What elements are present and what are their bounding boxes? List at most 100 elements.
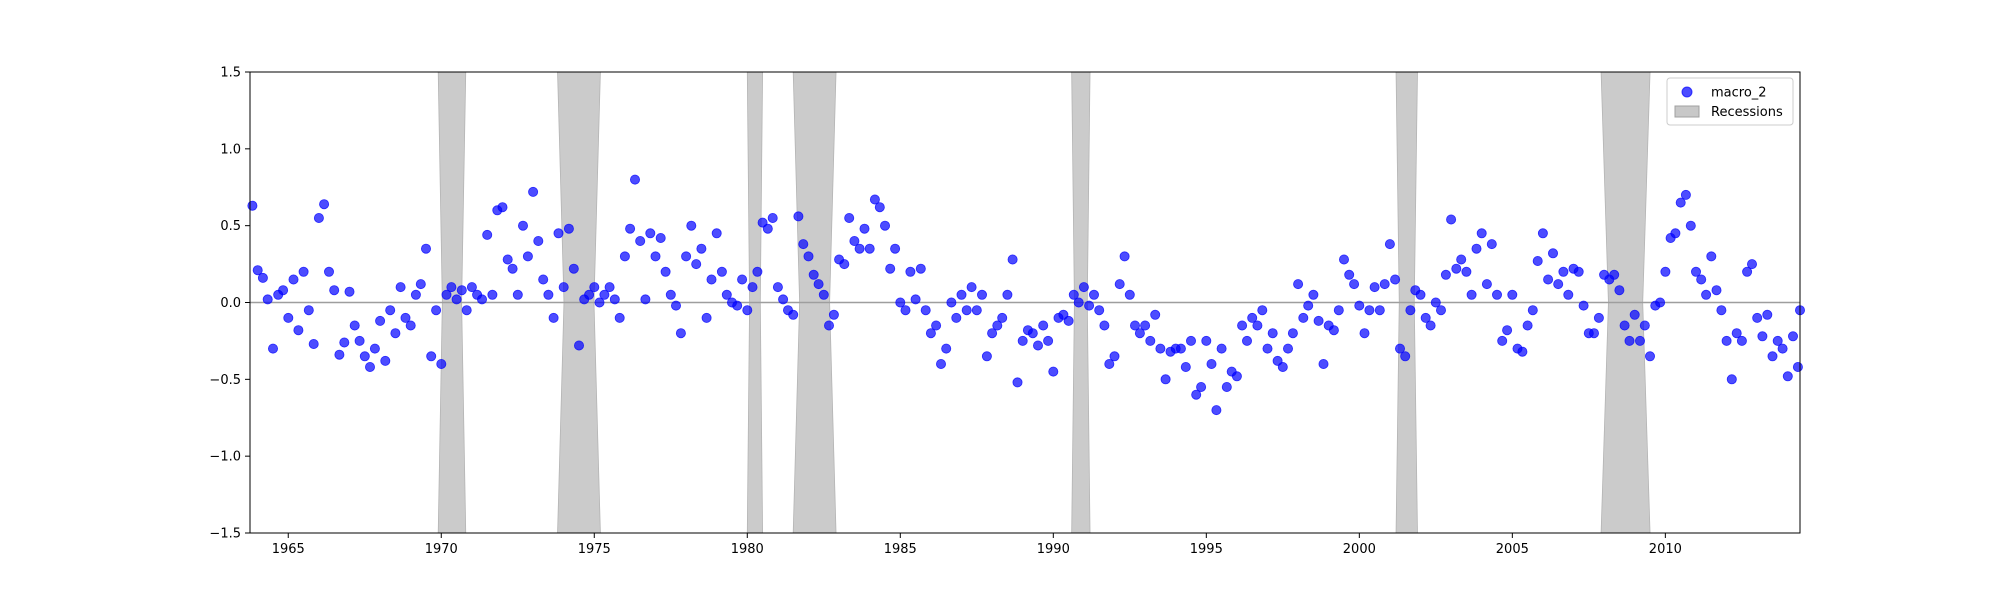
data-point (951, 312, 962, 323)
data-point (1191, 389, 1202, 400)
data-point (1635, 335, 1646, 346)
data-point (1680, 189, 1691, 200)
data-point (1033, 340, 1044, 351)
data-point (1537, 228, 1548, 239)
data-point (732, 300, 743, 311)
data-point (1099, 320, 1110, 331)
data-point (941, 343, 952, 354)
data-point (1287, 328, 1298, 339)
data-point (1242, 335, 1253, 346)
data-point (436, 358, 447, 369)
data-point (1089, 289, 1100, 300)
data-point (1094, 305, 1105, 316)
data-point (788, 309, 799, 320)
data-point (1691, 266, 1702, 277)
data-point (992, 320, 1003, 331)
data-point (1078, 282, 1089, 293)
data-point (859, 223, 870, 234)
data-point (910, 294, 921, 305)
data-point (869, 194, 880, 205)
data-point (1639, 320, 1650, 331)
x-tick-label: 1970 (425, 542, 458, 557)
data-point (1558, 266, 1569, 277)
data-point (609, 294, 620, 305)
x-tick-label: 2010 (1649, 542, 1682, 557)
data-point (1221, 381, 1232, 392)
data-point (946, 297, 957, 308)
data-point (956, 289, 967, 300)
data-point (650, 251, 661, 262)
data-point (635, 235, 646, 246)
data-point (380, 355, 391, 366)
data-point (660, 266, 671, 277)
data-point (308, 338, 319, 349)
data-point (854, 243, 865, 254)
data-point (323, 266, 334, 277)
data-point (997, 312, 1008, 323)
data-point (1262, 343, 1273, 354)
data-point (925, 328, 936, 339)
data-point (507, 263, 518, 274)
data-point (1573, 266, 1584, 277)
data-point (630, 174, 641, 185)
data-point (1073, 297, 1084, 308)
data-point (1578, 300, 1589, 311)
data-point (405, 320, 416, 331)
data-point (778, 294, 789, 305)
data-point (701, 312, 712, 323)
data-point (880, 220, 891, 231)
data-point (599, 289, 610, 300)
data-point (329, 285, 340, 296)
data-point (839, 259, 850, 270)
data-point (543, 289, 554, 300)
data-point (1655, 297, 1666, 308)
data-point (1130, 320, 1141, 331)
data-point (1721, 335, 1732, 346)
data-point (1481, 279, 1492, 290)
data-point (1186, 335, 1197, 346)
data-point (885, 263, 896, 274)
data-point (604, 282, 615, 293)
data-point (747, 282, 758, 293)
data-point (711, 228, 722, 239)
data-point (594, 297, 605, 308)
data-point (1772, 335, 1783, 346)
data-point (262, 294, 273, 305)
data-point (1624, 335, 1635, 346)
data-point (410, 289, 421, 300)
data-point (431, 305, 442, 316)
y-tick-label: −0.5 (209, 373, 241, 388)
data-point (1175, 343, 1186, 354)
data-point (247, 200, 258, 211)
data-point (1231, 371, 1242, 382)
legend-label-macro-2: macro_2 (1711, 86, 1767, 101)
data-point (400, 312, 411, 323)
data-point (1247, 312, 1258, 323)
data-point (1119, 251, 1130, 262)
y-tick-label: −1.5 (209, 527, 241, 542)
data-point (1283, 343, 1294, 354)
y-tick-label: 0.0 (220, 296, 241, 311)
data-point (1160, 374, 1171, 385)
data-point (716, 266, 727, 277)
data-point (257, 272, 268, 283)
data-point (1757, 331, 1768, 342)
data-point (762, 223, 773, 234)
data-point (864, 243, 875, 254)
data-point (987, 328, 998, 339)
y-tick-label: −1.0 (209, 450, 241, 465)
data-point (1333, 305, 1344, 316)
legend-label-recessions: Recessions (1711, 105, 1783, 120)
data-point (1614, 285, 1625, 296)
data-point (977, 289, 988, 300)
data-point (828, 309, 839, 320)
data-point (818, 289, 829, 300)
x-tick-label: 1995 (1190, 542, 1223, 557)
data-point (696, 243, 707, 254)
data-point (1206, 358, 1217, 369)
data-point (1742, 266, 1753, 277)
data-point (1660, 266, 1671, 277)
x-tick-label: 2000 (1343, 542, 1376, 557)
data-point (1619, 320, 1630, 331)
data-point (1563, 289, 1574, 300)
